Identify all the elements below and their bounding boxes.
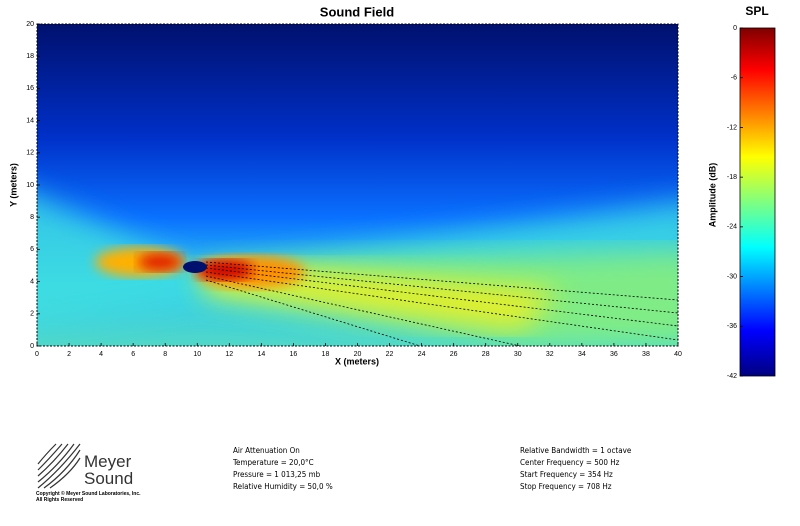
x-tick-label: 18 <box>322 351 330 358</box>
y-tick-label: 4 <box>30 278 34 285</box>
x-tick-label: 38 <box>642 351 650 358</box>
info-line: Start Frequency = 354 Hz <box>520 470 613 479</box>
colorbar-title: SPL <box>745 4 768 18</box>
colorbar-tick-label: -42 <box>727 373 737 380</box>
x-tick-label: 40 <box>674 351 682 358</box>
info-line: Temperature = 20,0°C <box>232 458 314 467</box>
y-tick-label: 14 <box>26 117 34 124</box>
colorbar-tick-label: -6 <box>731 75 737 82</box>
info-line: Stop Frequency = 708 Hz <box>520 482 612 491</box>
logo-text: Sound <box>84 469 133 488</box>
y-tick-label: 18 <box>26 53 34 60</box>
x-tick-label: 24 <box>418 351 426 358</box>
x-tick-label: 8 <box>163 351 167 358</box>
x-tick-label: 30 <box>514 351 522 358</box>
x-tick-label: 36 <box>610 351 618 358</box>
x-tick-label: 20 <box>354 351 362 358</box>
x-tick-label: 34 <box>578 351 586 358</box>
y-tick-label: 6 <box>30 246 34 253</box>
chart-title: Sound Field <box>320 4 394 19</box>
colorbar <box>739 27 776 377</box>
x-tick-label: 28 <box>482 351 490 358</box>
colorbar-tick-label: -30 <box>727 273 737 280</box>
y-tick-label: 2 <box>30 311 34 318</box>
x-tick-label: 10 <box>193 351 201 358</box>
x-tick-label: 16 <box>290 351 298 358</box>
colorbar-label: Amplitude (dB) <box>707 163 717 228</box>
info-line: Pressure = 1 013,25 mb <box>233 470 321 479</box>
y-axis-label: Y (meters) <box>8 163 18 207</box>
colorbar-tick-label: -24 <box>727 224 737 231</box>
y-tick-label: 10 <box>26 182 34 189</box>
y-tick-label: 0 <box>30 343 34 350</box>
x-tick-label: 2 <box>67 351 71 358</box>
colorbar-tick-label: -18 <box>727 174 737 181</box>
info-line: Relative Bandwidth = 1 octave <box>520 446 632 455</box>
x-axis-label: X (meters) <box>335 356 379 366</box>
x-tick-label: 4 <box>99 351 103 358</box>
y-tick-label: 8 <box>30 214 34 221</box>
x-tick-label: 14 <box>257 351 265 358</box>
y-tick-label: 12 <box>26 150 34 157</box>
logo <box>37 443 81 489</box>
y-tick-label: 16 <box>26 85 34 92</box>
x-tick-label: 6 <box>131 351 135 358</box>
info-line: Air Attenuation On <box>233 446 300 455</box>
colorbar-tick-label: 0 <box>733 25 737 32</box>
logo-text: Meyer <box>84 452 132 471</box>
x-tick-label: 12 <box>225 351 233 358</box>
colorbar-tick-label: -12 <box>727 124 737 131</box>
x-tick-label: 0 <box>35 351 39 358</box>
field <box>37 24 678 346</box>
copyright: All Rights Reserved <box>36 497 83 503</box>
copyright: Copyright © Meyer Sound Laboratories, In… <box>36 490 141 497</box>
y-tick-label: 20 <box>26 21 34 28</box>
colorbar-tick-label: -36 <box>727 323 737 330</box>
x-tick-label: 22 <box>386 351 394 358</box>
info-line: Center Frequency = 500 Hz <box>520 458 620 467</box>
info-line: Relative Humidity = 50,0 % <box>233 482 333 491</box>
x-tick-label: 26 <box>450 351 458 358</box>
x-tick-label: 32 <box>546 351 554 358</box>
